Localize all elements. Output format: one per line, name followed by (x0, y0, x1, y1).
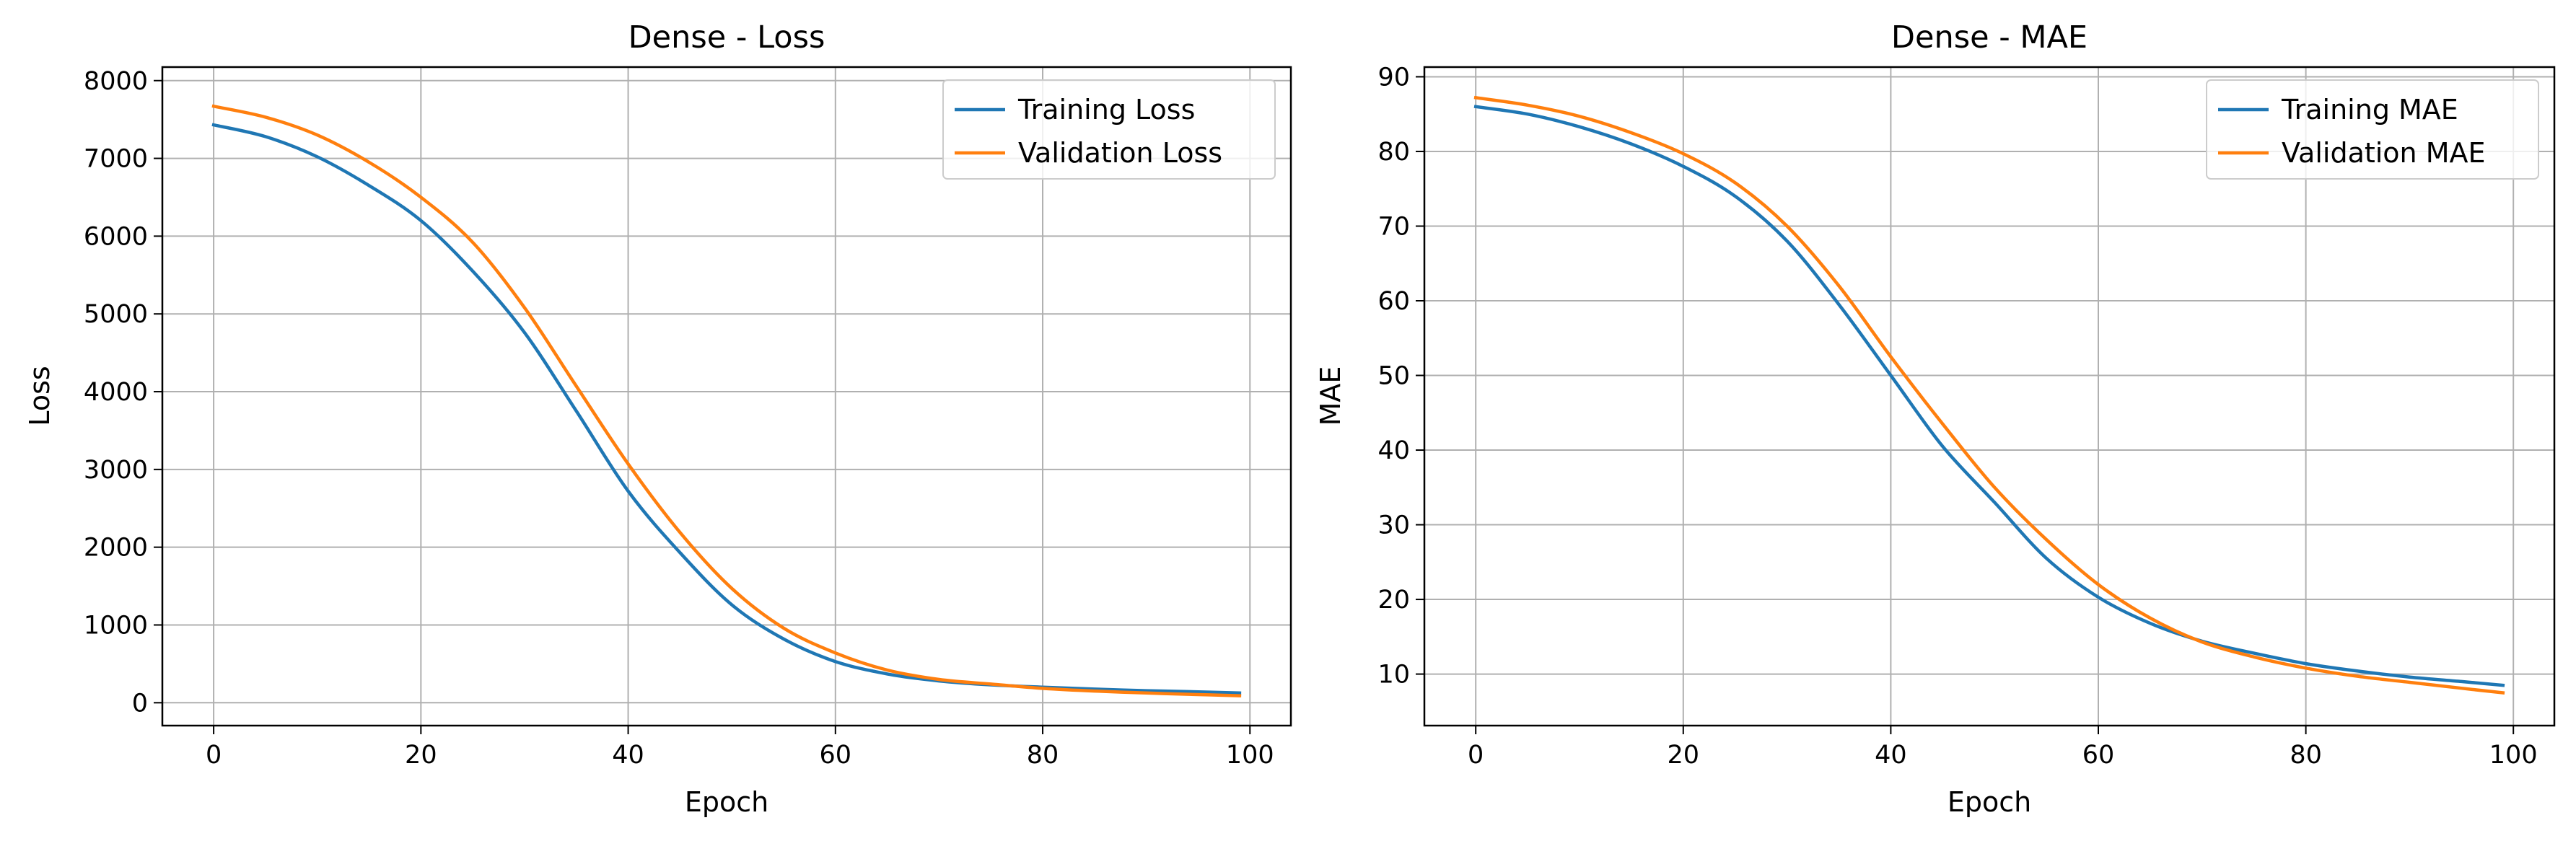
y-tick-label: 7000 (84, 145, 148, 174)
plot-lines (1473, 95, 2505, 695)
x-tick-label: 80 (1027, 741, 1059, 770)
y-tick-label: 10 (1377, 661, 1410, 690)
x-tick-label: 60 (820, 741, 852, 770)
series-line (211, 104, 1242, 697)
x-tick-label: 100 (2489, 741, 2538, 770)
x-tick-label: 100 (1226, 741, 1274, 770)
chart-panel-mae: 0 20 40 60 80 100 10 20 30 40 50 60 70 80 90 Dense - M… (1315, 19, 2556, 818)
y-tick-label: 5000 (84, 300, 148, 329)
x-tick-label: 40 (1875, 741, 1907, 770)
legend-box (2206, 79, 2539, 180)
x-tick-label: 40 (612, 741, 644, 770)
y-tick-label: 70 (1377, 212, 1410, 241)
legend: Training MAE Validation MAE (2206, 79, 2539, 180)
ticks: 0 20 40 60 80 1000100020003000400050006000700… (84, 67, 1274, 770)
plot-lines (211, 104, 1242, 697)
y-tick-label: 8000 (84, 67, 148, 96)
x-tick-label: 80 (2290, 741, 2322, 770)
x-tick-label: 60 (2082, 741, 2115, 770)
y-axis-label: Loss (24, 366, 56, 426)
ticks: 0 20 40 60 80 100 10 20 30 40 50 60 70 80 90 (1377, 63, 2537, 770)
y-tick-label: 2000 (84, 534, 148, 563)
series-line (1473, 105, 2505, 687)
legend-label: Validation Loss (1018, 137, 1222, 169)
x-tick-label: 0 (206, 741, 222, 770)
chart-title: Dense - Loss (628, 19, 825, 56)
x-axis-label: Epoch (1948, 786, 2031, 818)
y-tick-label: 20 (1377, 586, 1410, 615)
y-tick-label: 4000 (84, 378, 148, 407)
legend-label: Training MAE (2281, 94, 2458, 126)
x-axis-label: Epoch (685, 786, 768, 818)
y-tick-label: 90 (1377, 63, 1410, 92)
x-tick-label: 20 (405, 741, 437, 770)
legend-label: Training Loss (1017, 94, 1195, 126)
y-tick-label: 6000 (84, 222, 148, 251)
legend-box (942, 79, 1276, 180)
y-tick-label: 40 (1377, 436, 1410, 465)
y-tick-label: 50 (1377, 362, 1410, 391)
chart-title: Dense - MAE (1891, 19, 2087, 56)
legend-label: Validation MAE (2282, 137, 2486, 169)
y-axis-label: MAE (1315, 366, 1346, 426)
y-tick-label: 80 (1377, 138, 1410, 167)
chart-panel-loss: 0 20 40 60 80 1000100020003000400050006000700… (24, 19, 1292, 818)
y-tick-label: 60 (1377, 287, 1410, 316)
axes-frame (161, 66, 1292, 727)
x-tick-label: 0 (1468, 741, 1484, 770)
y-tick-label: 3000 (84, 456, 148, 485)
x-tick-label: 20 (1668, 741, 1700, 770)
y-tick-label: 0 (132, 689, 148, 718)
legend: Training Loss Validation Loss (942, 79, 1276, 180)
series-line (1473, 95, 2505, 695)
y-tick-label: 30 (1377, 511, 1410, 540)
axes-frame (1423, 66, 2556, 727)
y-tick-label: 1000 (84, 611, 148, 640)
